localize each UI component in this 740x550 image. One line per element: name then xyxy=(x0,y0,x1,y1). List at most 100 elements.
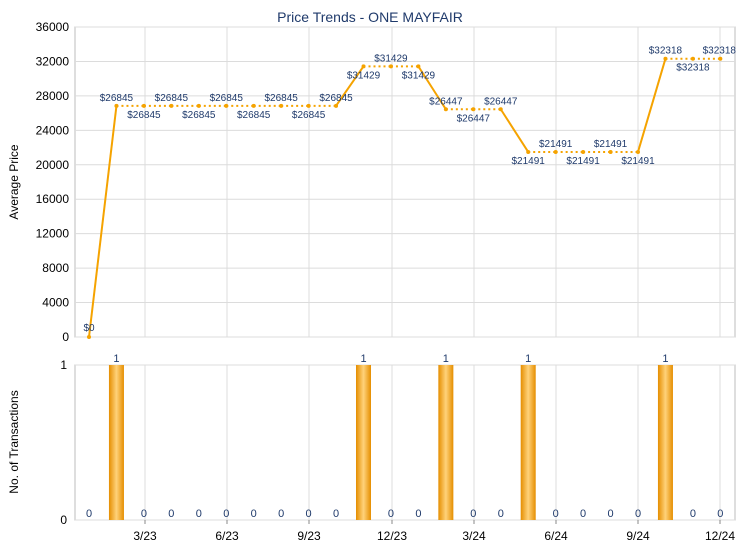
x-tick-label: 6/23 xyxy=(215,529,239,543)
price-point xyxy=(169,103,174,108)
transaction-data-label: 1 xyxy=(113,353,119,365)
price-point xyxy=(334,103,339,108)
price-data-label: $31429 xyxy=(347,70,381,81)
price-point xyxy=(361,64,366,69)
transaction-data-label: 0 xyxy=(690,508,696,520)
transaction-data-label: 0 xyxy=(388,508,394,520)
price-point xyxy=(690,56,695,61)
price-data-label: $26447 xyxy=(484,96,518,107)
price-line-segment xyxy=(335,65,365,107)
transaction-data-label: 0 xyxy=(223,508,229,520)
price-plot-area: 0 4000 8000 12000 16000 20000 24000 28000 32000 3… xyxy=(36,20,737,344)
price-point xyxy=(196,103,201,108)
price-data-label: $21491 xyxy=(594,139,628,150)
price-data-label: $26845 xyxy=(237,110,271,121)
x-tick-label: 3/24 xyxy=(462,529,486,543)
price-point xyxy=(663,56,668,61)
price-data-label: $21491 xyxy=(621,156,655,167)
price-line-segment xyxy=(417,65,447,110)
price-point xyxy=(306,103,311,108)
price-point xyxy=(443,107,448,112)
x-tick-label: 3/23 xyxy=(133,529,157,543)
chart-title: Price Trends - ONE MAYFAIR xyxy=(277,9,463,25)
price-data-label: $21491 xyxy=(512,156,546,167)
transaction-data-label: 0 xyxy=(470,508,476,520)
price-point xyxy=(553,149,558,154)
price-point xyxy=(608,149,613,154)
transaction-data-label: 0 xyxy=(607,508,613,520)
price-data-label: $26845 xyxy=(155,93,189,104)
price-data-label: $26845 xyxy=(319,93,353,104)
transactions-plot-area: 0 1 0 1 0 0 0 0 0 0 0 0 1 0 0 1 0 0 1 0 0 0 0 1 0 0 3/23 6/23 9/23 12… xyxy=(60,353,736,543)
transaction-bar xyxy=(520,365,536,520)
price-data-label: $0 xyxy=(83,323,95,334)
transaction-data-label: 0 xyxy=(251,508,257,520)
price-y-tick: 20000 xyxy=(36,158,70,172)
transaction-data-label: 1 xyxy=(525,353,531,365)
price-data-label: $26447 xyxy=(429,96,463,107)
transaction-data-label: 0 xyxy=(86,508,92,520)
price-point xyxy=(471,107,476,112)
price-y-tick: 32000 xyxy=(36,54,70,68)
transaction-bar xyxy=(657,365,673,520)
price-point xyxy=(224,103,229,108)
price-point xyxy=(279,103,284,108)
price-point xyxy=(141,103,146,108)
transactions-y-tick: 1 xyxy=(60,358,67,372)
transaction-data-label: 0 xyxy=(306,508,312,520)
transaction-data-label: 0 xyxy=(333,508,339,520)
price-y-tick: 0 xyxy=(62,330,69,344)
price-point xyxy=(388,64,393,69)
transactions-plot-frame xyxy=(74,364,736,521)
price-data-label: $31429 xyxy=(402,70,436,81)
price-data-label: $26845 xyxy=(127,110,161,121)
transaction-data-label: 0 xyxy=(278,508,284,520)
price-y-tick: 8000 xyxy=(42,261,69,275)
x-tick-label: 6/24 xyxy=(544,529,568,543)
transaction-bar xyxy=(438,365,454,520)
transaction-data-label: 0 xyxy=(168,508,174,520)
transaction-data-label: 0 xyxy=(553,508,559,520)
price-y-tick: 16000 xyxy=(36,192,70,206)
price-line-segment xyxy=(499,108,530,153)
price-data-label: $21491 xyxy=(539,139,573,150)
x-tick-label: 12/24 xyxy=(705,529,735,543)
price-plot-frame xyxy=(74,26,736,338)
price-data-label: $32318 xyxy=(676,63,710,74)
transaction-data-label: 0 xyxy=(498,508,504,520)
price-y-tick: 24000 xyxy=(36,123,70,137)
x-tick-label: 12/23 xyxy=(377,529,407,543)
price-point xyxy=(718,56,723,61)
price-data-label: $32318 xyxy=(649,46,683,57)
transaction-data-label: 1 xyxy=(443,353,449,365)
transaction-data-label: 0 xyxy=(141,508,147,520)
price-point xyxy=(114,103,119,108)
price-y-tick: 4000 xyxy=(42,296,69,310)
price-data-label: $32318 xyxy=(703,46,737,57)
price-point xyxy=(498,107,503,112)
price-data-label: $26845 xyxy=(100,93,134,104)
price-point xyxy=(581,149,586,154)
price-y-tick: 36000 xyxy=(36,20,70,34)
price-point xyxy=(251,103,256,108)
transaction-data-label: 0 xyxy=(415,508,421,520)
price-data-label: $21491 xyxy=(566,156,600,167)
price-data-label: $26845 xyxy=(210,93,244,104)
price-point xyxy=(416,64,421,69)
price-axis-label: Average Price xyxy=(7,144,21,219)
x-tick-label: 9/24 xyxy=(626,529,650,543)
price-point xyxy=(87,335,91,339)
transaction-data-label: 0 xyxy=(717,508,723,520)
price-line-segment xyxy=(637,58,667,153)
transaction-data-label: 1 xyxy=(360,353,366,365)
price-data-label: $31429 xyxy=(374,53,408,64)
transactions-axis-label: No. of Transactions xyxy=(7,390,21,493)
price-data-label: $26845 xyxy=(182,110,216,121)
transaction-data-label: 0 xyxy=(635,508,641,520)
transactions-y-tick: 0 xyxy=(60,513,67,527)
transaction-data-label: 0 xyxy=(196,508,202,520)
transaction-data-label: 0 xyxy=(580,508,586,520)
price-data-label: $26845 xyxy=(264,93,298,104)
price-point xyxy=(636,149,640,154)
